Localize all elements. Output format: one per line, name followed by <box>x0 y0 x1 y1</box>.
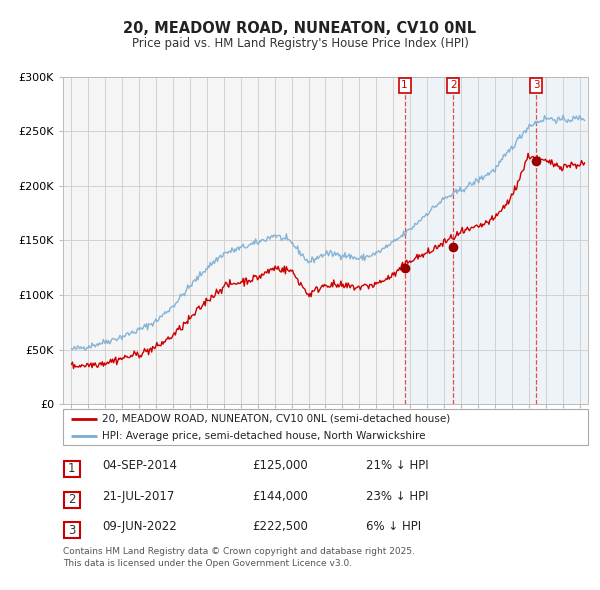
Text: Contains HM Land Registry data © Crown copyright and database right 2025.
This d: Contains HM Land Registry data © Crown c… <box>63 547 415 568</box>
Text: £125,000: £125,000 <box>252 459 308 472</box>
Bar <box>404 77 588 404</box>
Text: 3: 3 <box>68 524 76 537</box>
Text: 1: 1 <box>401 80 408 90</box>
Text: 21% ↓ HPI: 21% ↓ HPI <box>366 459 428 472</box>
Text: 09-JUN-2022: 09-JUN-2022 <box>102 520 177 533</box>
Text: 20, MEADOW ROAD, NUNEATON, CV10 0NL (semi-detached house): 20, MEADOW ROAD, NUNEATON, CV10 0NL (sem… <box>103 414 451 424</box>
Text: 23% ↓ HPI: 23% ↓ HPI <box>366 490 428 503</box>
Text: HPI: Average price, semi-detached house, North Warwickshire: HPI: Average price, semi-detached house,… <box>103 431 426 441</box>
Text: £144,000: £144,000 <box>252 490 308 503</box>
Text: 3: 3 <box>533 80 539 90</box>
Text: 04-SEP-2014: 04-SEP-2014 <box>102 459 177 472</box>
Text: 6% ↓ HPI: 6% ↓ HPI <box>366 520 421 533</box>
Text: Price paid vs. HM Land Registry's House Price Index (HPI): Price paid vs. HM Land Registry's House … <box>131 37 469 50</box>
Text: 2: 2 <box>68 493 76 506</box>
Text: 1: 1 <box>68 463 76 476</box>
Text: £222,500: £222,500 <box>252 520 308 533</box>
Text: 20, MEADOW ROAD, NUNEATON, CV10 0NL: 20, MEADOW ROAD, NUNEATON, CV10 0NL <box>124 21 476 35</box>
Text: 21-JUL-2017: 21-JUL-2017 <box>102 490 175 503</box>
Text: 2: 2 <box>450 80 457 90</box>
